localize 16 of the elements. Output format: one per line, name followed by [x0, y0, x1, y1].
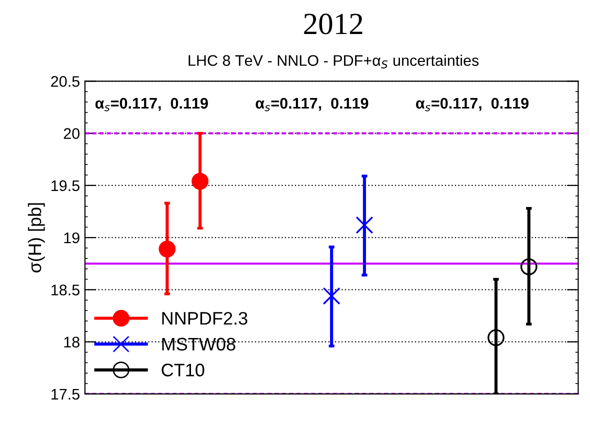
y-axis-title: σ(H) [pb] [28, 203, 45, 272]
y-tick-label: 20.5 [51, 76, 80, 87]
annotation: α$_{s}$=0.117, 0.119 [95, 98, 208, 112]
legend-label: CT10 [162, 364, 204, 376]
y-tick-label: 17.5 [52, 389, 80, 400]
y-tick-label: 18 [64, 336, 80, 348]
chart-subtitle: LHC 8 TeV - NNLO - PDF+α$_{S}$ uncertainties [188, 54, 479, 68]
legend-label: MSTW08 [162, 338, 236, 351]
y-tick-label: 19 [64, 232, 80, 244]
annotation: α$_{s}$=0.117, 0.119 [416, 98, 529, 112]
y-tick-label: 19.5 [52, 180, 80, 192]
y-tick-label: 18.5 [52, 284, 80, 296]
y-tick-label: 20 [64, 128, 80, 139]
chart-title: 2012 [304, 14, 362, 34]
legend-label: NNPDF2.3 [162, 312, 248, 325]
annotation: α$_{s}$=0.117, 0.119 [256, 98, 368, 112]
